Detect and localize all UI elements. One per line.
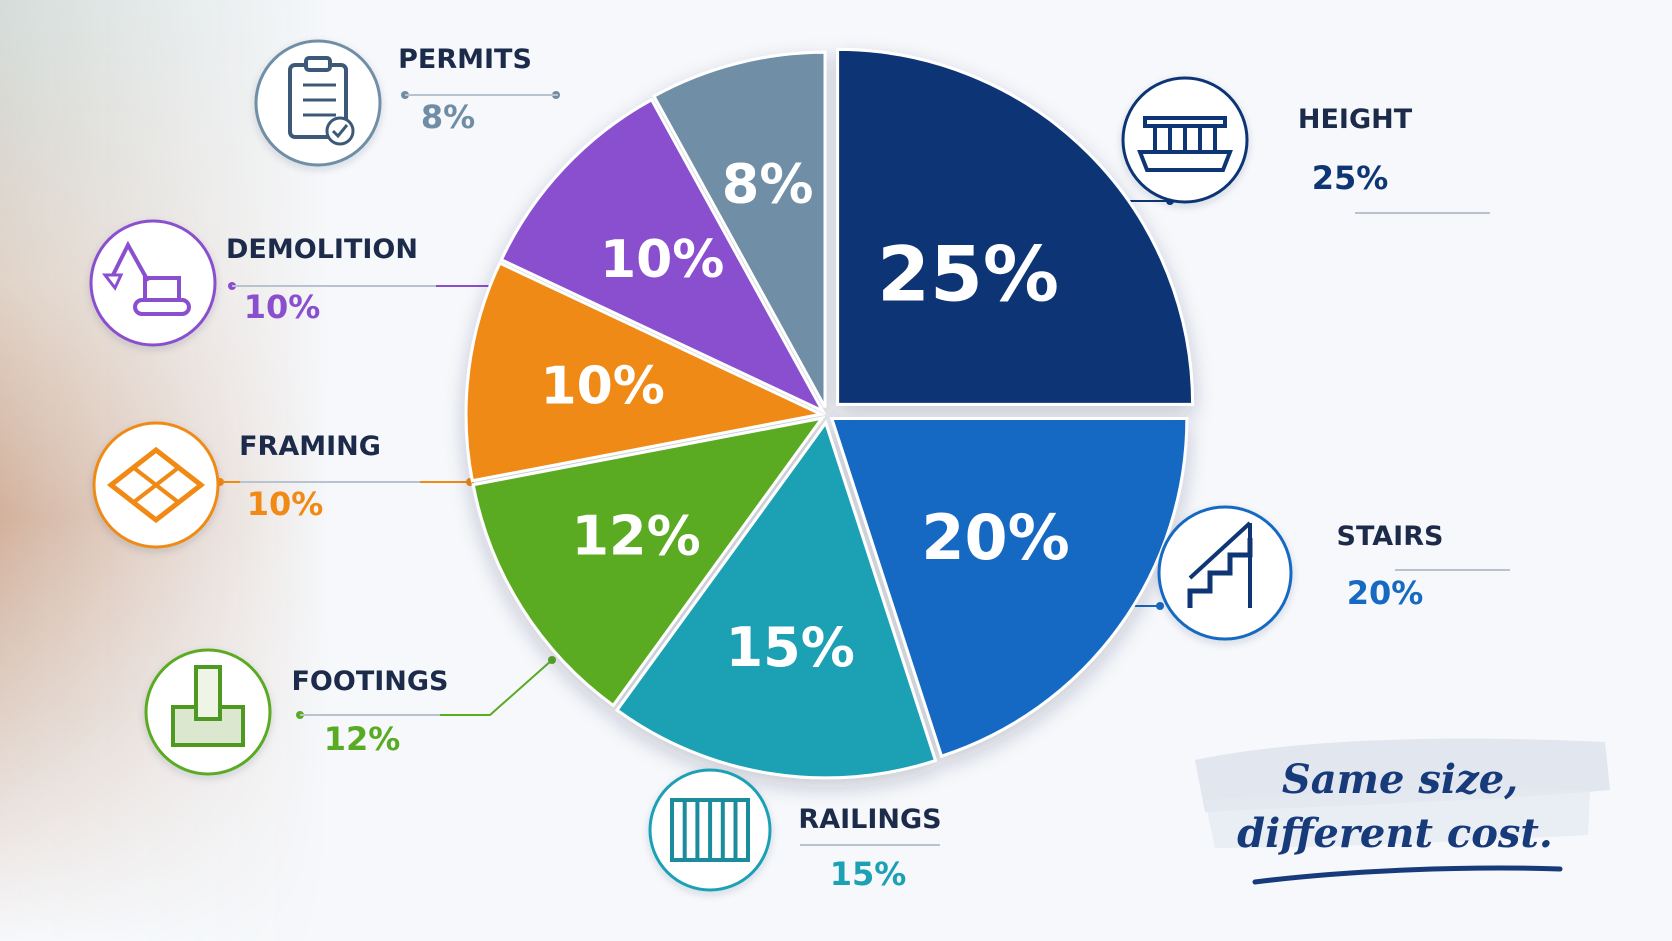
- tagline: Same size, different cost.: [1195, 738, 1610, 885]
- tagline-line-1: Same size,: [1282, 756, 1518, 803]
- callout-title-stairs: STAIRS: [1337, 521, 1444, 552]
- callout-title-footings: FOOTINGS: [291, 666, 448, 697]
- slice-label-demolition: 10%: [600, 230, 724, 290]
- framing-icon: [106, 446, 206, 524]
- pie-slice-demolition: [499, 97, 827, 415]
- connector-dot-footings: [548, 656, 556, 664]
- tagline-line-2: different cost.: [1237, 810, 1553, 857]
- slice-label-footings: 12%: [571, 505, 700, 568]
- callout-value-stairs: 20%: [1347, 574, 1424, 612]
- callout-value-demolition: 10%: [244, 288, 321, 326]
- pie-slice-railings: [614, 419, 938, 780]
- pie-slice-height: [836, 47, 1195, 406]
- pie-slice-labels: 25% 20% 15% 12% 10% 10% 8%: [540, 152, 1069, 679]
- stairs-icon: [1187, 521, 1253, 608]
- callout-title-height: HEIGHT: [1298, 104, 1413, 135]
- slice-label-permits: 8%: [722, 152, 814, 215]
- tagline-underline: [1252, 865, 1563, 885]
- pie-slices: [464, 47, 1195, 780]
- callout-height: HEIGHT 25%: [1121, 76, 1490, 214]
- callout-value-framing: 10%: [247, 485, 324, 523]
- deck-icon: [1137, 116, 1233, 172]
- slice-label-framing: 10%: [540, 357, 664, 417]
- pie-slice-permits: [651, 50, 827, 408]
- callout-permits: PERMITS 8%: [254, 39, 558, 167]
- callout-value-railings: 15%: [830, 855, 907, 893]
- callout-title-demolition: DEMOLITION: [226, 234, 418, 265]
- callout-value-footings: 12%: [324, 720, 401, 758]
- clipboard-icon: [288, 56, 355, 146]
- pie-slice-framing: [464, 261, 826, 483]
- callout-framing: FRAMING 10%: [92, 421, 420, 549]
- slice-label-railings: 15%: [726, 616, 855, 679]
- slice-label-height: 25%: [877, 229, 1059, 318]
- callout-railings: RAILINGS 15%: [648, 768, 942, 893]
- footing-icon: [171, 665, 245, 747]
- callout-value-permits: 8%: [421, 98, 475, 136]
- callout-footings: FOOTINGS 12%: [144, 648, 449, 776]
- callout-title-railings: RAILINGS: [798, 804, 941, 835]
- brush-stroke-2: [1205, 788, 1590, 848]
- excavator-icon: [101, 240, 191, 316]
- callout-demolition: DEMOLITION 10%: [89, 219, 436, 347]
- callout-title-framing: FRAMING: [239, 431, 381, 462]
- callout-stairs: STAIRS 20%: [1157, 505, 1510, 641]
- callout-title-permits: PERMITS: [398, 44, 532, 75]
- callouts: HEIGHT 25% STAIRS 20% RAILINGS 15% FOOTINGS 12%…: [89, 39, 1510, 893]
- connector-end-dot-stairs: [1156, 602, 1164, 610]
- callout-value-height: 25%: [1312, 159, 1389, 197]
- pie-slice-stairs: [829, 417, 1189, 759]
- pie-slice-footings: [471, 416, 826, 708]
- railing-icon: [670, 798, 750, 862]
- slice-label-stairs: 20%: [921, 501, 1069, 574]
